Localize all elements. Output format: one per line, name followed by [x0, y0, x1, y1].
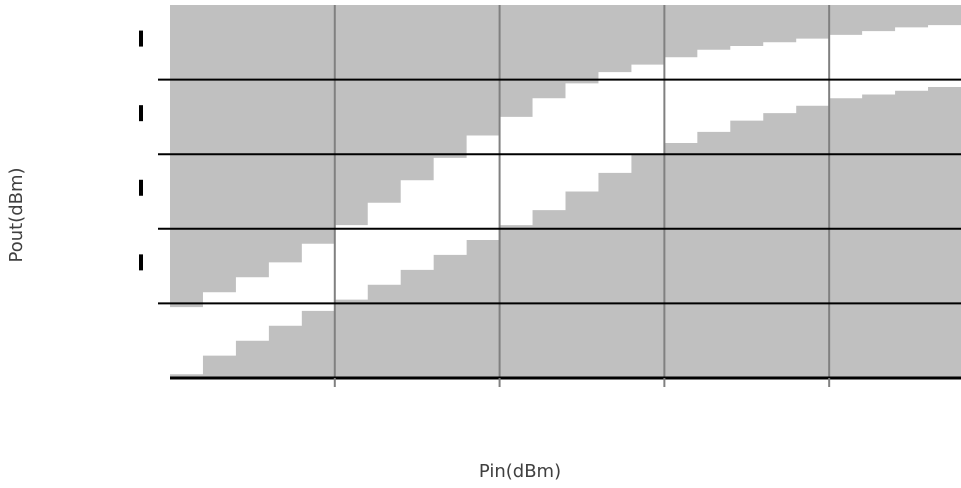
- x-axis-title: Pin(dBm): [479, 461, 561, 482]
- plot-area: [139, 5, 961, 387]
- y-axis-title: Pout(dBm): [6, 167, 27, 262]
- output-band: [170, 23, 961, 375]
